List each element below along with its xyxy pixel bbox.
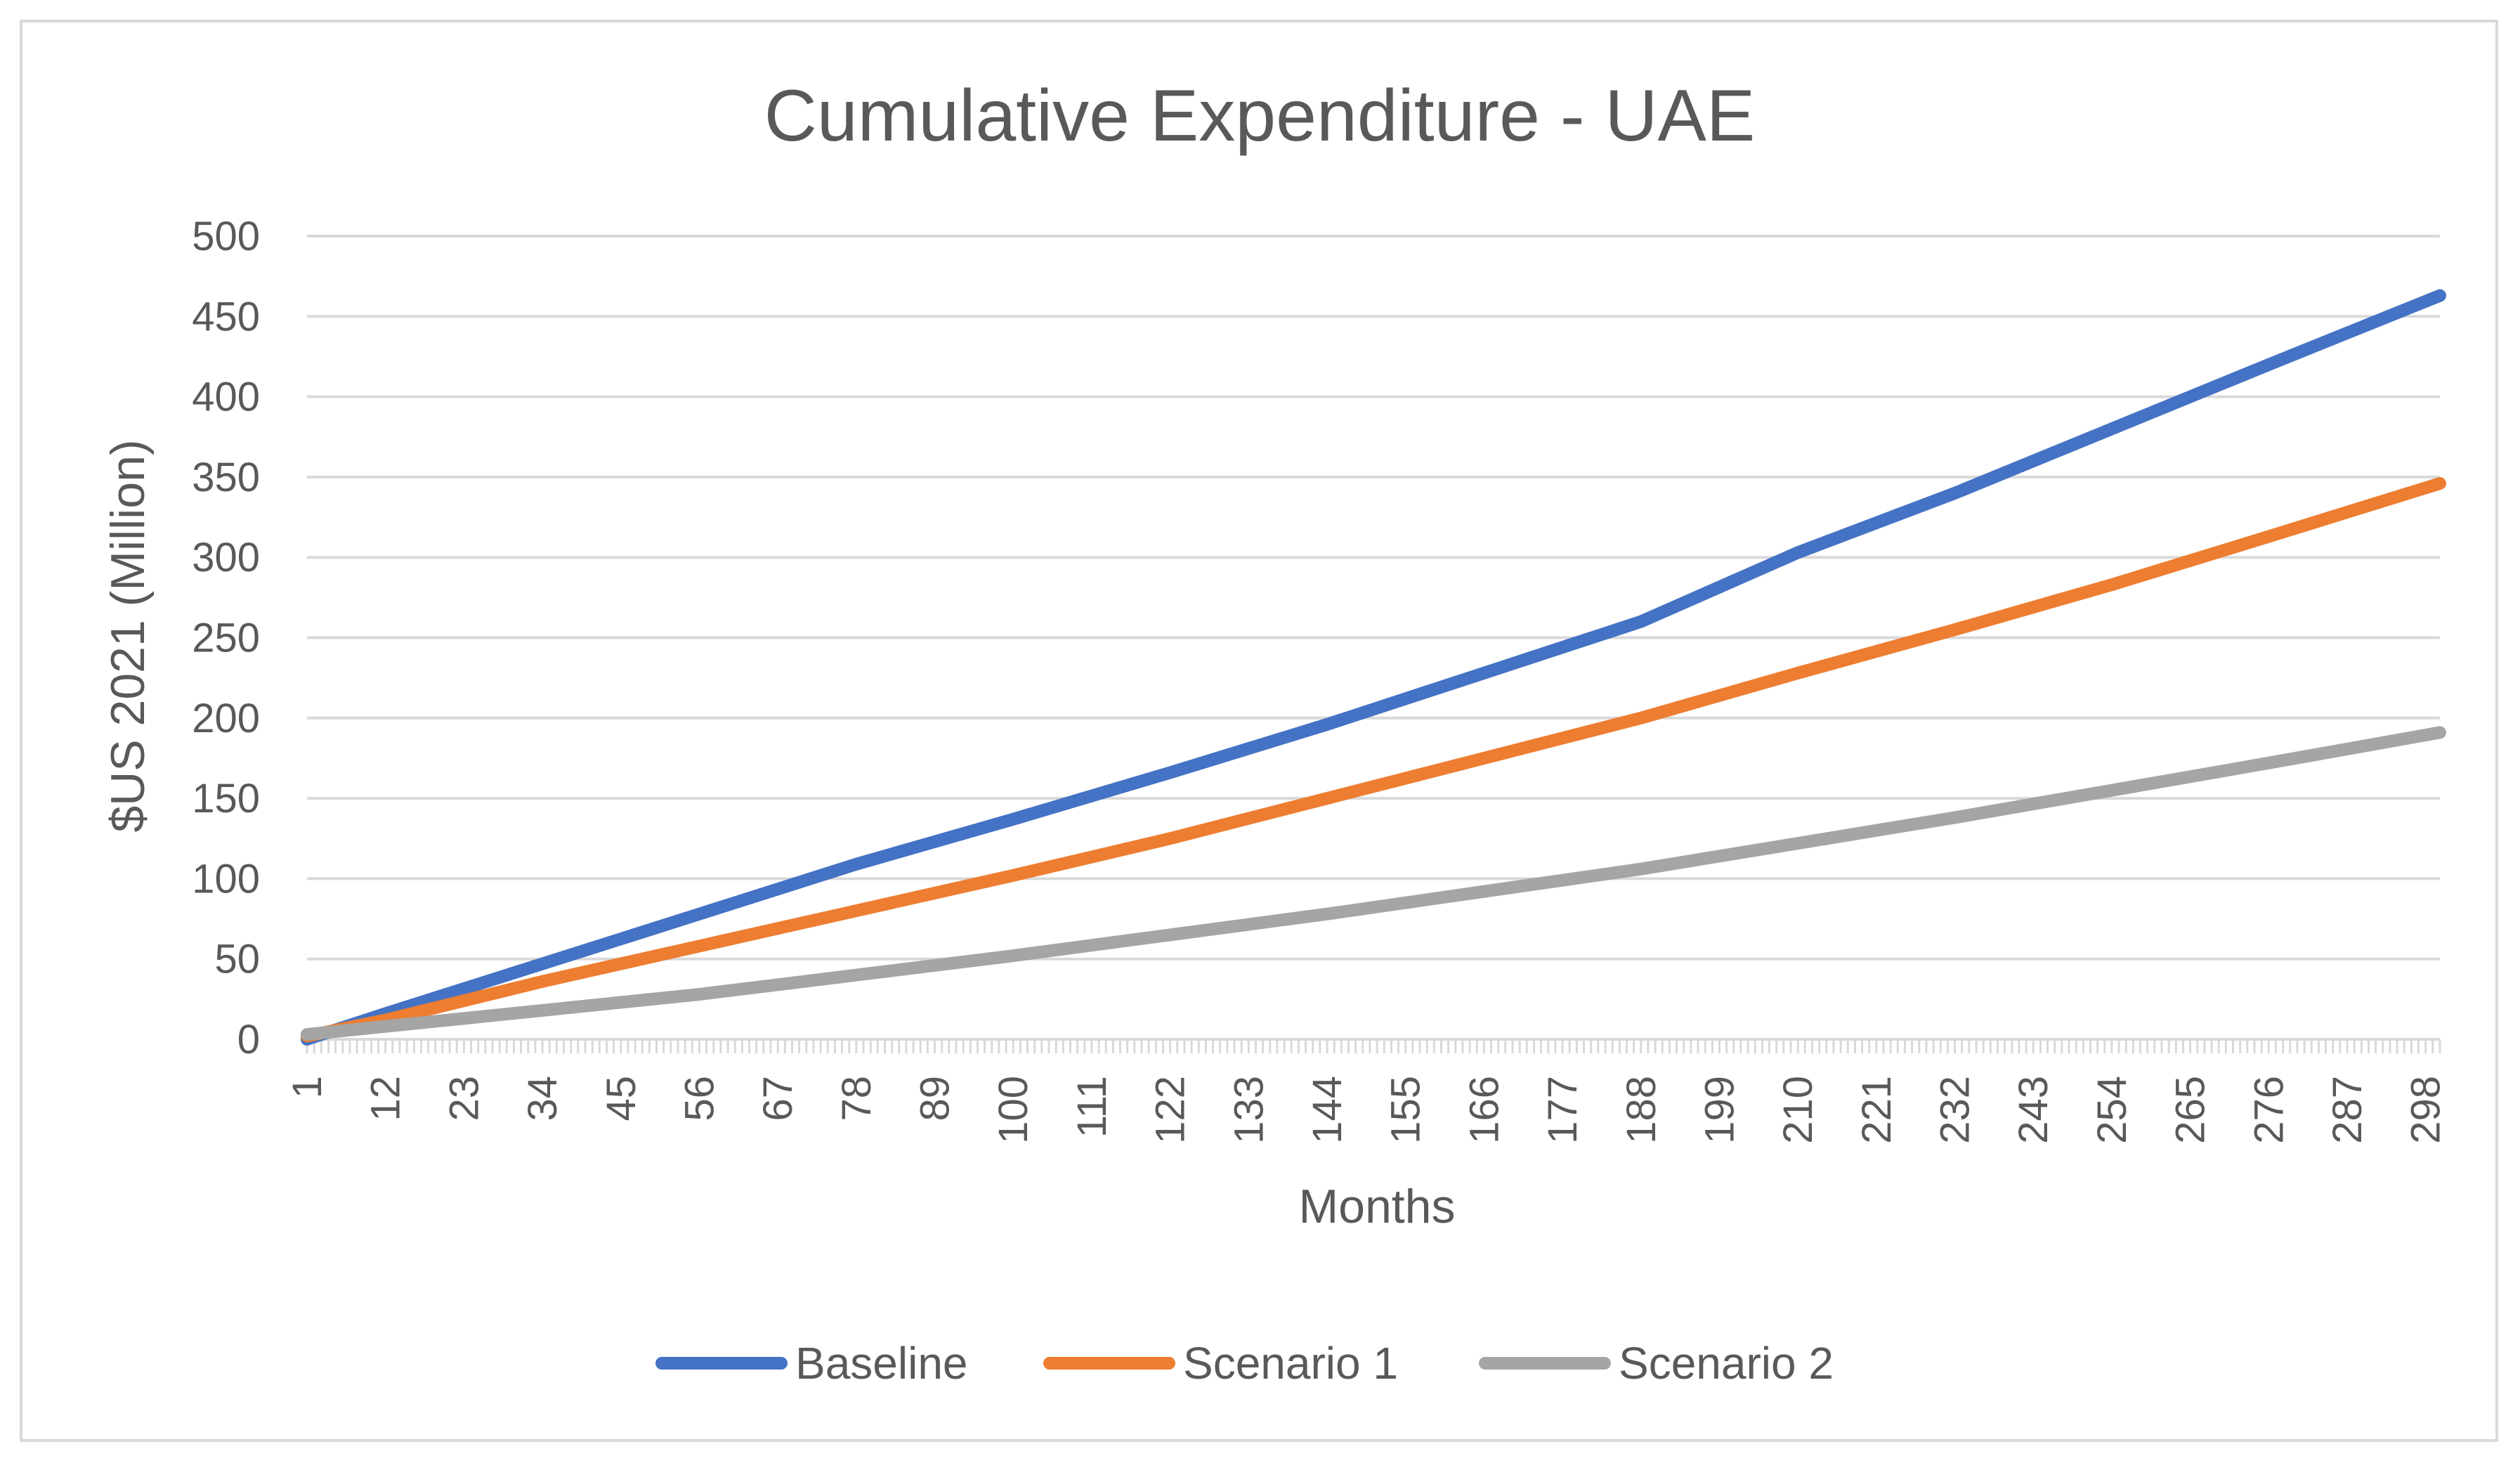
x-tick-label: 166 (1461, 1076, 1507, 1144)
x-tick-label: 34 (520, 1076, 566, 1121)
chart-title: Cumulative Expenditure - UAE (764, 75, 1755, 157)
x-tick-label: 155 (1383, 1076, 1429, 1144)
x-tick-label: 265 (2168, 1076, 2214, 1144)
x-tick-label: 23 (441, 1076, 487, 1121)
y-tick-label: 100 (192, 856, 260, 902)
y-tick-label: 50 (214, 937, 260, 982)
x-axis-ticks (306, 1039, 2441, 1053)
y-tick-label: 250 (192, 616, 260, 661)
x-tick-label: 12 (363, 1076, 409, 1121)
y-tick-label: 150 (192, 776, 260, 821)
x-tick-label: 133 (1226, 1076, 1272, 1144)
y-axis-title: $US 2021 (Million) (101, 439, 155, 832)
legend: Baseline Scenario 1 Scenario 2 (655, 1338, 1834, 1389)
legend-label-baseline: Baseline (795, 1338, 968, 1389)
y-tick-label: 350 (192, 455, 260, 500)
x-tick-label: 89 (913, 1076, 958, 1121)
x-tick-label: 298 (2403, 1076, 2449, 1144)
y-tick-labels: 0 50 100 150 200 250 300 350 400 450 500 (192, 214, 260, 1062)
series-line-scenario-1 (301, 477, 2446, 1043)
x-tick-label: 210 (1775, 1076, 1821, 1144)
x-tick-label: 276 (2246, 1076, 2292, 1144)
y-tick-label: 300 (192, 535, 260, 580)
x-tick-label: 232 (1933, 1076, 1978, 1144)
gridlines (307, 235, 2440, 961)
x-tick-label: 1 (285, 1076, 330, 1098)
chart-frame (20, 20, 2498, 1442)
x-axis: 1 12 23 34 45 56 67 78 89 100 111 122 133 144 155 166 17… (285, 1038, 2449, 1144)
x-tick-label: 122 (1148, 1076, 1194, 1144)
y-tick-label: 500 (192, 214, 260, 259)
x-tick-label: 100 (991, 1076, 1036, 1144)
series-line-baseline (301, 289, 2446, 1046)
x-tick-label: 287 (2325, 1076, 2370, 1144)
x-tick-label: 243 (2011, 1076, 2056, 1144)
legend-label-scenario-1: Scenario 1 (1183, 1338, 1398, 1389)
x-tick-label: 221 (1854, 1076, 1900, 1144)
x-tick-label: 177 (1540, 1076, 1586, 1144)
x-tick-label: 199 (1697, 1076, 1743, 1144)
legend-label-scenario-2: Scenario 2 (1619, 1338, 1834, 1389)
x-tick-label: 188 (1619, 1076, 1664, 1144)
x-tick-label: 45 (599, 1076, 644, 1121)
x-axis-title: Months (1299, 1180, 1456, 1233)
x-tick-label: 111 (1069, 1076, 1115, 1138)
x-tick-label: 254 (2089, 1076, 2135, 1144)
x-tick-label: 78 (834, 1076, 880, 1121)
series-lines (301, 289, 2446, 1046)
y-tick-label: 450 (192, 294, 260, 339)
x-tick-label: 144 (1305, 1076, 1350, 1144)
series-line-scenario-2 (301, 726, 2446, 1041)
y-tick-label: 0 (237, 1017, 260, 1062)
y-tick-label: 200 (192, 696, 260, 741)
x-tick-label: 67 (755, 1076, 801, 1121)
y-tick-label: 400 (192, 375, 260, 420)
x-tick-label: 56 (677, 1076, 723, 1121)
